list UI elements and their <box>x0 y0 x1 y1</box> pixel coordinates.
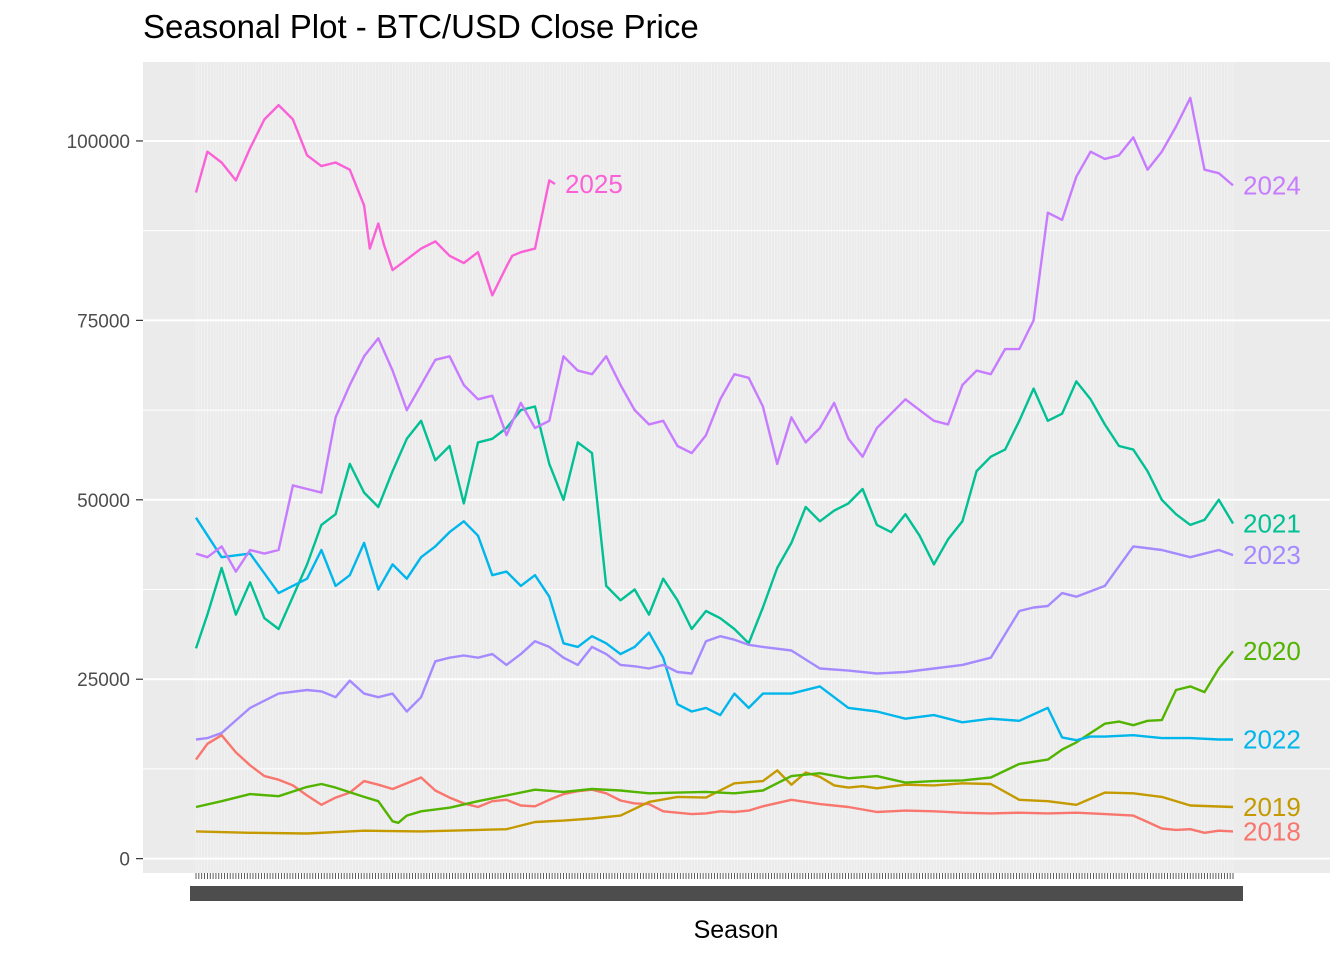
chart-title: Seasonal Plot - BTC/USD Close Price <box>143 8 699 45</box>
y-tick-label: 0 <box>119 850 130 871</box>
grid-layer <box>143 62 1330 873</box>
axis-layer: 0 25000 50000 75000 100000 <box>67 132 1243 901</box>
series-label-2025: 2025 <box>565 169 623 199</box>
y-tick-label: 25000 <box>77 670 130 691</box>
series-line-2020 <box>195 650 1234 824</box>
series-layer <box>194 96 1235 835</box>
series-line-2024 <box>195 96 1234 573</box>
series-line-2019 <box>195 769 1234 835</box>
series-line-2023 <box>195 545 1234 741</box>
series-label-2024: 2024 <box>1243 170 1301 200</box>
series-label-2022: 2022 <box>1243 725 1301 755</box>
series-label-2021: 2021 <box>1243 508 1301 538</box>
series-label-2020: 2020 <box>1243 636 1301 666</box>
y-tick-label: 75000 <box>77 311 130 332</box>
x-tick-labels-overlap <box>190 886 1243 901</box>
x-axis-title: Season <box>694 916 779 944</box>
y-tick-label: 100000 <box>67 132 130 153</box>
y-tick-label: 50000 <box>77 491 130 512</box>
series-label-2019: 2019 <box>1243 792 1301 822</box>
series-line-2021 <box>194 380 1235 649</box>
series-line-2018 <box>195 734 1234 834</box>
series-label-2023: 2023 <box>1243 540 1301 570</box>
series-line-2025 <box>194 103 556 297</box>
series-label-2018: 2018 <box>1243 816 1301 846</box>
plot-panel <box>143 62 1330 873</box>
series-line-2022 <box>194 517 1233 742</box>
